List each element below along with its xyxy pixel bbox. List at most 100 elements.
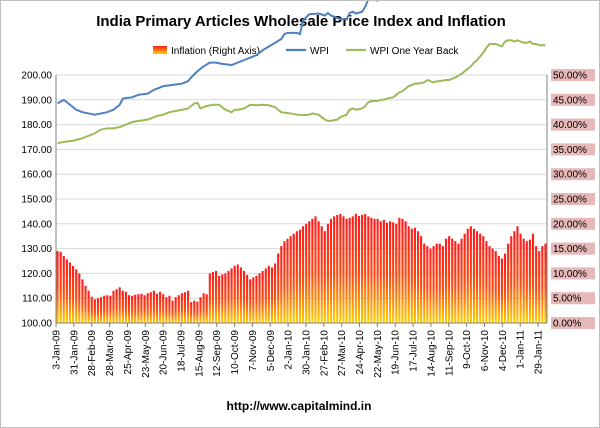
right-axis-tick-label-bg [551,242,595,255]
inflation-bar [59,252,62,323]
inflation-bar [221,274,224,323]
x-axis-tick-label: 10-Oct-09 [230,330,241,375]
inflation-bar [277,253,280,323]
inflation-bar [280,246,283,323]
left-axis-tick-label: 180.00 [21,120,52,131]
inflation-bar [423,243,426,323]
x-axis-tick-label: 24-Apr-10 [355,330,366,375]
right-axis-tick-label-bg [551,193,595,205]
inflation-bar [115,289,118,323]
inflation-bar [420,236,423,323]
inflation-bar [497,256,500,323]
x-axis-tick-label: 11-Sep-10 [444,330,455,376]
inflation-bar [479,233,482,323]
inflation-bar [491,248,494,323]
inflation-bar [538,251,541,323]
inflation-bar [410,228,413,323]
x-axis-tick-label: 23-May-09 [141,330,152,378]
inflation-bar [75,269,78,323]
x-axis-tick-label: 27-Mar-10 [337,330,348,377]
inflation-bar [364,213,367,323]
right-axis-tick-label: 45.00% [553,95,587,106]
inflation-bar [311,218,314,323]
source-credit: http://www.capitalmind.in [227,399,372,413]
x-axis-tick-label: 1-Jan-11 [516,330,527,369]
inflation-bar [476,231,479,323]
inflation-bar [137,294,140,323]
inflation-bars [56,213,547,323]
series-line-wpi [57,1,379,116]
inflation-bar [339,213,342,323]
inflation-bar [404,221,407,323]
x-axis-tick-label: 18-Jul-09 [176,330,187,372]
x-axis-tick-label: 6-Nov-10 [480,330,491,372]
x-axis-tick-label: 9-Oct-10 [462,330,473,369]
inflation-bar [140,293,143,323]
inflation-bar [168,295,171,323]
right-axis-tick-label-bg [551,118,595,131]
inflation-bar [448,236,451,323]
inflation-bar [342,216,345,323]
inflation-bar [516,226,519,323]
left-axis-tick-label: 190.00 [21,95,52,106]
inflation-bar [507,243,510,323]
left-axis-tick-label: 150.00 [21,195,52,206]
x-axis-tick-label: 29-Jan-11 [534,330,545,375]
inflation-bar [528,239,531,323]
x-axis-tick-label: 5-Dec-09 [266,330,277,372]
inflation-bar [224,273,227,323]
inflation-bar [78,273,81,323]
inflation-bar [81,279,84,323]
inflation-bar [84,285,87,323]
right-axis-tick-label: 40.00% [553,120,587,131]
right-axis-tick-label-bg [551,168,595,181]
x-axis-tick-label: 12-Sep-09 [212,330,223,377]
right-axis-tick-label-bg [551,93,595,106]
inflation-bar [435,243,438,323]
inflation-bar [112,290,115,323]
inflation-bar [531,233,535,323]
inflation-bar [202,293,205,323]
x-axis-tick-label: 2-Jan-10 [284,330,295,370]
x-axis-tick-label: 4-Dec-10 [498,330,509,372]
right-axis-tick-label-bg [551,69,595,81]
inflation-bar [441,246,444,323]
inflation-bar [354,213,357,323]
inflation-bar [500,258,503,323]
inflation-bar [65,259,68,323]
inflation-bar [460,238,463,323]
inflation-bar [451,238,454,323]
inflation-bar [264,268,267,323]
inflation-bar [208,273,211,323]
inflation-bar [348,217,351,323]
inflation-bar [513,231,516,323]
inflation-bar [472,228,476,323]
inflation-bar [211,271,214,323]
inflation-bar [236,264,239,323]
inflation-bar [503,253,507,323]
right-axis-tick-label-bg [551,217,595,230]
right-axis-tick-label: 10.00% [553,269,587,280]
x-axis-tick-label: 3-Jan-09 [52,330,63,370]
x-axis-tick-labels: 3-Jan-09 31-Jan-09 28-Feb-09 28-Mar-09 25-Ap… [52,323,545,378]
x-axis-tick-label: 31-Jan-09 [69,330,80,375]
inflation-bar [62,256,65,323]
inflation-bar [482,236,485,323]
inflation-bar [230,268,233,323]
inflation-bar [87,290,90,323]
inflation-bar [90,296,93,323]
inflation-bar [308,221,311,323]
inflation-bar [134,294,137,323]
inflation-bar [301,226,305,323]
inflation-bar [398,217,401,323]
right-axis-tick-label: 25.00% [553,195,587,206]
right-axis-tick-label-bg [551,317,595,329]
inflation-bar [274,263,277,323]
inflation-bar [317,221,320,323]
inflation-bar [466,228,469,323]
inflation-bar [180,293,183,323]
inflation-bar [196,301,199,323]
inflation-bar [239,267,242,323]
inflation-bar [351,216,354,323]
